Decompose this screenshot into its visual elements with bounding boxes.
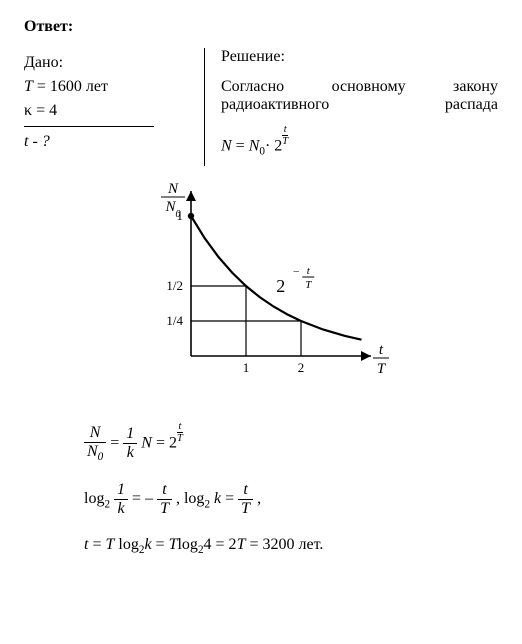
given-solution-panel: Дано: T = 1600 лет κ = 4 t - ? Решение: … (24, 48, 498, 166)
answer-label: Ответ: (24, 18, 498, 36)
decay-chart: NN0tT11/21/4122–tT (24, 176, 498, 401)
svg-text:N: N (167, 181, 179, 197)
svg-text:1/2: 1/2 (166, 278, 183, 293)
svg-text:T: T (377, 361, 387, 377)
given-k: κ = 4 (24, 102, 188, 120)
svg-text:–: – (293, 265, 300, 277)
svg-text:2: 2 (298, 360, 305, 375)
svg-text:t: t (379, 342, 384, 358)
given-divider (24, 126, 154, 127)
given-column: Дано: T = 1600 лет κ = 4 t - ? (24, 48, 204, 166)
svg-text:1: 1 (177, 208, 184, 223)
given-label: Дано: (24, 54, 188, 72)
equation-log: log2 1k = – tT , log2 k = tT , (84, 481, 498, 518)
svg-text:t: t (307, 265, 311, 277)
solution-text: Согласно основному закону радиоактивного… (221, 78, 498, 114)
svg-text:T: T (305, 279, 312, 291)
find-line: t - ? (24, 133, 188, 151)
svg-text:1/4: 1/4 (166, 313, 183, 328)
solution-label: Решение: (221, 48, 498, 66)
svg-text:1: 1 (243, 360, 250, 375)
svg-text:2: 2 (276, 276, 285, 296)
given-T: T = 1600 лет (24, 78, 188, 96)
equation-final: t = T log2k = Tlog24 = 2T = 3200 лет. (84, 536, 498, 556)
equation-decay: N = N0· 2tT (221, 124, 498, 158)
decay-curve-svg: NN0tT11/21/4122–tT (131, 176, 391, 396)
solution-column: Решение: Согласно основному закону радио… (204, 48, 498, 166)
equation-ratio: NN0 = 1k N = 2tT (84, 421, 498, 463)
